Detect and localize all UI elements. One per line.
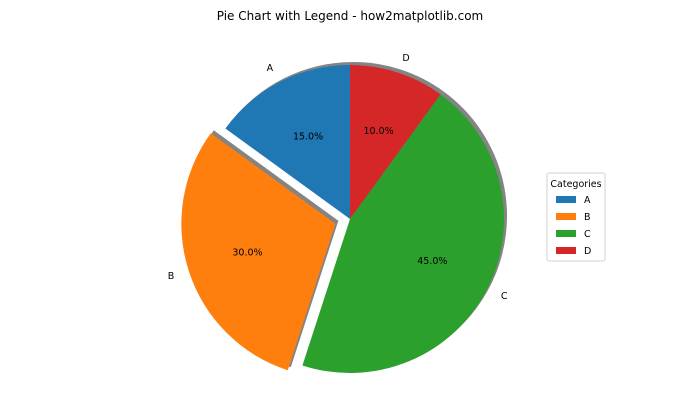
pie-slice-b (181, 133, 336, 371)
legend-title: Categories (550, 179, 601, 190)
legend-swatch-a (556, 196, 576, 203)
slice-label-a: A (267, 63, 274, 74)
legend-swatch-d (556, 247, 576, 254)
pie-slice-a (225, 65, 350, 219)
pie-labels: A 15.0% B 30.0% C 45.0% D 10.0% (168, 53, 508, 302)
slice-percent-d: 10.0% (363, 126, 393, 137)
slice-percent-a: 15.0% (293, 132, 323, 143)
slice-percent-c: 45.0% (417, 256, 447, 267)
slice-label-c: C (501, 291, 508, 302)
slice-label-d: D (402, 53, 409, 64)
legend-label-c: C (584, 229, 591, 240)
pie-slice-d (350, 65, 441, 219)
slice-label-b: B (168, 271, 175, 282)
legend-label-a: A (584, 195, 591, 206)
pie-slice-c (302, 94, 504, 373)
slice-percent-b: 30.0% (232, 247, 262, 258)
chart-title: Pie Chart with Legend - how2matplotlib.c… (217, 9, 483, 23)
legend-label-d: D (584, 246, 591, 257)
legend-swatch-c (556, 230, 576, 237)
legend-swatch-b (556, 213, 576, 220)
pie-slices (181, 65, 504, 373)
legend-label-b: B (584, 212, 591, 223)
